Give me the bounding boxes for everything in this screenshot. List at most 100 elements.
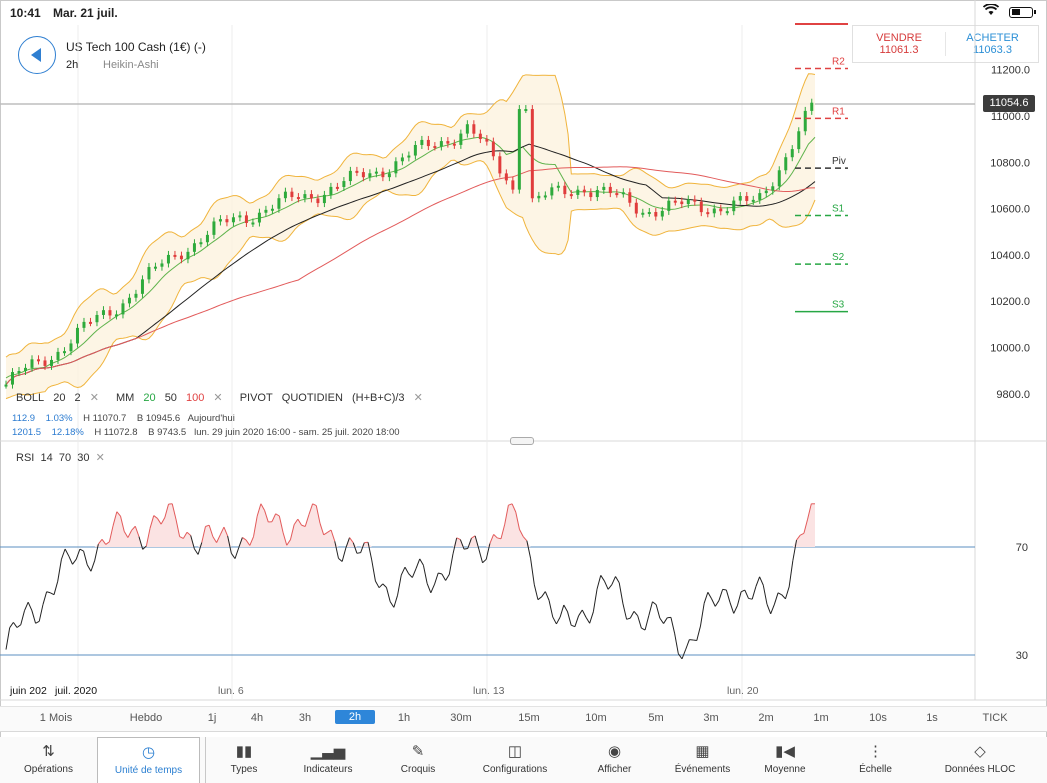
boll-label: BOLL [16, 392, 45, 404]
rsi-line-segment [83, 550, 88, 565]
toolbar-scale[interactable]: ⋮ Échelle [828, 737, 923, 783]
toolbar-eye[interactable]: ◉ Afficher [567, 737, 662, 783]
rsi-line-segment [574, 615, 580, 627]
rsi-line-segment [349, 537, 354, 543]
rsi-line-segment [519, 529, 524, 537]
timeframe-10m[interactable]: 10m [585, 712, 607, 724]
candle-body [420, 139, 424, 145]
candle-body [452, 143, 456, 146]
candle-body [374, 171, 378, 174]
candle-body [615, 193, 619, 196]
timeframe-1h[interactable]: 1h [397, 712, 411, 724]
candle-body [192, 243, 196, 252]
rsi-line-segment [171, 503, 177, 520]
timeframe-1s[interactable]: 1s [926, 712, 938, 724]
timeframe-bar: 1 Mois Hebdo 1j 4h 3h 2h 1h 30m 15m 10m 5m 3m 2m 1m 10… [0, 706, 1047, 732]
rsi-line-segment [578, 609, 583, 617]
rsi-line-segment [600, 575, 605, 582]
rsi-line-segment [685, 639, 690, 650]
toolbar-layout[interactable]: ◫ Configurations [463, 737, 567, 783]
back-button[interactable] [18, 36, 56, 74]
timeframe-tick[interactable]: TICK [982, 712, 1008, 724]
candle-body [10, 372, 14, 385]
timeframe-1m[interactable]: 1m [813, 712, 829, 724]
candle-body [186, 251, 190, 260]
sell-button[interactable]: VENDRE 11061.3 [853, 32, 946, 56]
rsi-line-segment [681, 649, 687, 660]
toolbar-crosshair[interactable]: ◇ Données HLOC [925, 737, 1035, 783]
rsi-line-segment [371, 559, 376, 582]
rsi-line-segment [301, 524, 306, 527]
timeframe-3m[interactable]: 3m [703, 712, 719, 724]
rsi-line-segment [164, 503, 170, 518]
buy-button[interactable]: ACHETER 11063.3 [946, 32, 1039, 56]
rsi-line-segment [718, 589, 724, 601]
layout-icon: ◫ [507, 743, 523, 760]
rsi-line-segment [762, 585, 768, 605]
mm-param-1: 20 [143, 392, 156, 404]
mm-param-2: 50 [164, 392, 177, 404]
rsi-axis-label: 70 [1016, 542, 1028, 554]
rsi-line-segment [208, 525, 214, 537]
timeframe-2h[interactable]: 2h [335, 710, 375, 724]
candle-body [43, 360, 47, 366]
back-arrow-icon [31, 48, 41, 62]
pane-resize-handle[interactable] [510, 437, 534, 445]
rsi-line-segment [463, 548, 468, 550]
rsi-line-segment [515, 512, 520, 530]
rsi-line-segment [544, 591, 550, 601]
rsi-line-segment [493, 534, 498, 539]
rsi-param-2: 70 [58, 452, 72, 464]
rsi-line-segment [603, 580, 609, 590]
rsi-line-segment [555, 616, 561, 625]
rsi-line-segment [725, 589, 731, 603]
candle-body [738, 196, 742, 201]
candle-body [127, 297, 131, 304]
price-axis-label: 10400.0 [990, 250, 1030, 262]
timeframe-2m[interactable]: 2m [758, 712, 774, 724]
timeframe-30m[interactable]: 30m [450, 712, 472, 724]
status-time: 10:41 [10, 6, 41, 20]
pivot-remove-icon[interactable]: ✕ [413, 392, 423, 404]
price-chart[interactable]: 11200.0 11000.0 10800.0 10600.0 10400.0 10200… [0, 0, 1047, 705]
rsi-line-segment [374, 580, 380, 588]
mm-label: MM [115, 392, 135, 404]
timeframe-4h[interactable]: 4h [250, 712, 264, 724]
timeframe-1j[interactable]: 1j [207, 712, 217, 724]
timeframe-3h[interactable]: 3h [298, 712, 312, 724]
toolbar-bar-chart[interactable]: ▁▃▅ Indicateurs [283, 737, 373, 783]
timeframe-hebdo[interactable]: Hebdo [129, 712, 163, 724]
toolbar-sort-arrows[interactable]: ⇅ Opérations [0, 737, 97, 783]
timeframe-5m[interactable]: 5m [648, 712, 664, 724]
rsi-line-segment [559, 604, 565, 618]
timeframe-10s[interactable]: 10s [869, 712, 887, 724]
rsi-line-segment [807, 503, 812, 520]
mm-param-3: 100 [186, 392, 205, 404]
toolbar-pencil[interactable]: ✎ Croquis [368, 737, 468, 783]
rsi-line-segment [641, 627, 646, 631]
rsi-remove-icon[interactable]: ✕ [95, 452, 105, 464]
timeframe-15m[interactable]: 15m [518, 712, 540, 724]
candle-body [225, 219, 229, 223]
rsi-line-segment [193, 548, 199, 555]
timeframe-1-mois[interactable]: 1 Mois [39, 712, 73, 724]
toolbar-calendar[interactable]: ▦ Événements [660, 737, 745, 783]
rsi-line-segment [286, 539, 291, 546]
candle-body [660, 210, 664, 217]
toolbar-clock[interactable]: ◷ Unité de temps [97, 737, 200, 783]
stat-change: 112.9 [12, 413, 36, 424]
rsi-line-segment [478, 549, 484, 563]
rsi-line-segment [497, 537, 502, 540]
pivot-label-r2: R2 [832, 57, 845, 68]
rsi-line-segment [626, 617, 631, 620]
toolbar-average[interactable]: ▮◀ Moyenne [740, 737, 830, 783]
wifi-icon [982, 3, 1000, 19]
rsi-line-segment [72, 559, 77, 565]
candle-body [621, 192, 625, 195]
rsi-overbought-fill [6, 503, 815, 547]
rsi-line-segment [289, 524, 295, 540]
toolbar-candles[interactable]: ▮▮ Types [200, 737, 288, 783]
boll-remove-icon[interactable]: ✕ [89, 392, 99, 404]
rsi-line-segment [644, 615, 650, 631]
mm-remove-icon[interactable]: ✕ [213, 392, 223, 404]
